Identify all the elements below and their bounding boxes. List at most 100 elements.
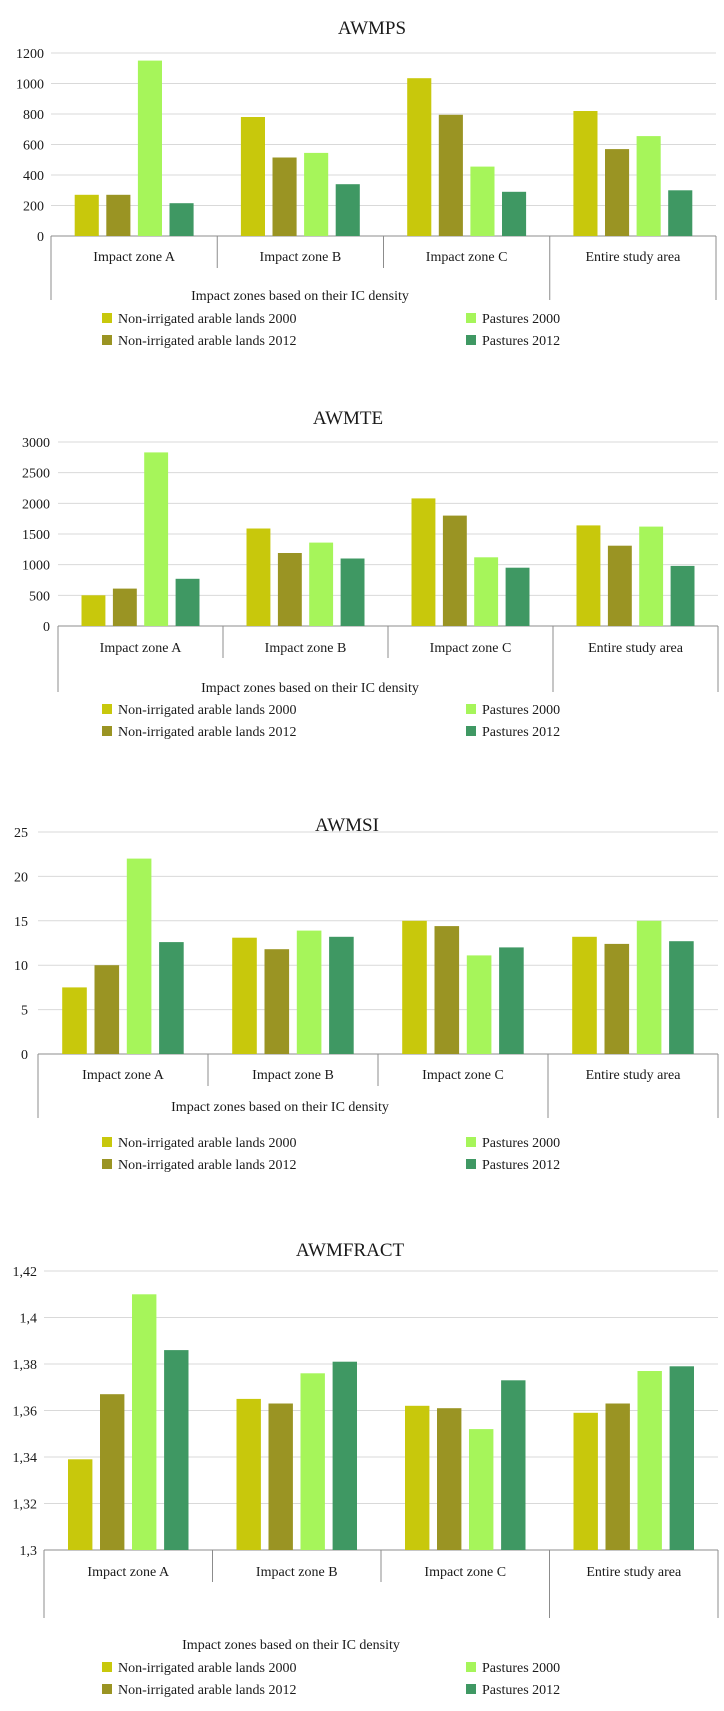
x-tick-label: Impact zone C xyxy=(426,250,508,265)
bar xyxy=(159,942,184,1054)
y-tick-label: 500 xyxy=(29,589,50,604)
x-tick-label: Impact zone B xyxy=(265,641,347,656)
y-tick-label: 400 xyxy=(23,169,44,184)
bar xyxy=(573,111,598,236)
bar xyxy=(670,565,695,626)
bar xyxy=(264,949,290,1054)
bar xyxy=(74,194,99,236)
awmsi-chart: AWMSI Impact zones based on their IC den… xyxy=(14,815,719,1173)
x-tick-label: Impact zone C xyxy=(422,1068,504,1083)
legend-swatch xyxy=(102,704,112,714)
legend-label: Pastures 2000 xyxy=(482,703,560,718)
bar xyxy=(169,203,194,236)
x-tick-label: Impact zone C xyxy=(430,641,512,656)
legend-swatch xyxy=(102,1684,112,1694)
x-axis-label: Impact zones based on their IC density xyxy=(201,681,419,696)
legend-label: Pastures 2012 xyxy=(482,1158,560,1173)
x-tick-label: Entire study area xyxy=(585,250,681,265)
bar xyxy=(236,1398,261,1550)
y-tick-label: 20 xyxy=(14,870,28,885)
bar xyxy=(240,117,265,236)
legend-label: Non-irrigated arable lands 2000 xyxy=(118,312,296,327)
y-tick-label: 1,32 xyxy=(13,1498,38,1513)
y-tick-label: 1500 xyxy=(22,528,50,543)
bar xyxy=(637,1371,662,1550)
bar xyxy=(607,545,632,626)
bar xyxy=(411,498,436,626)
bar xyxy=(636,136,661,236)
y-tick-label: 1,34 xyxy=(13,1451,38,1466)
bar xyxy=(668,190,693,237)
bar xyxy=(605,1403,630,1550)
bar xyxy=(304,152,329,236)
y-tick-label: 1,3 xyxy=(20,1544,38,1559)
bar xyxy=(470,166,495,236)
legend-swatch xyxy=(466,335,476,345)
y-tick-label: 2500 xyxy=(22,467,50,482)
bar xyxy=(164,1350,189,1550)
y-tick-label: 1,38 xyxy=(13,1358,38,1373)
bar xyxy=(94,965,120,1054)
legend-label: Non-irrigated arable lands 2012 xyxy=(118,1683,296,1698)
y-tick-label: 200 xyxy=(23,200,44,215)
legend-swatch xyxy=(466,726,476,736)
legend-label: Pastures 2000 xyxy=(482,312,560,327)
bar xyxy=(144,452,169,626)
bar xyxy=(499,947,524,1054)
legend-label: Non-irrigated arable lands 2000 xyxy=(118,1661,296,1676)
bar xyxy=(434,926,460,1054)
y-tick-label: 1000 xyxy=(22,559,50,574)
bar xyxy=(62,987,87,1054)
x-tick-label: Impact zone C xyxy=(424,1565,506,1580)
bar xyxy=(232,937,257,1054)
y-tick-label: 1000 xyxy=(16,78,44,93)
chart-title: AWMSI xyxy=(315,815,379,836)
bar xyxy=(636,920,662,1054)
bar xyxy=(501,1380,526,1550)
bar xyxy=(175,578,200,626)
y-tick-label: 0 xyxy=(37,230,44,245)
bar xyxy=(639,526,664,626)
bar xyxy=(329,936,354,1054)
bar xyxy=(335,184,360,236)
legend-label: Non-irrigated arable lands 2012 xyxy=(118,334,296,349)
x-tick-label: Impact zone B xyxy=(260,250,342,265)
bar xyxy=(466,955,492,1054)
y-tick-label: 10 xyxy=(14,959,28,974)
bar xyxy=(572,936,597,1054)
bar xyxy=(605,149,630,236)
bar xyxy=(332,1361,357,1550)
bar xyxy=(106,194,131,236)
y-tick-label: 2000 xyxy=(22,497,50,512)
bar xyxy=(132,1294,157,1550)
x-axis-label: Impact zones based on their IC density xyxy=(182,1638,400,1653)
legend-swatch xyxy=(466,1684,476,1694)
y-tick-label: 0 xyxy=(21,1048,28,1063)
bar xyxy=(246,528,271,626)
y-tick-label: 1,36 xyxy=(13,1405,38,1420)
x-tick-label: Impact zone A xyxy=(87,1565,170,1580)
bar xyxy=(405,1405,430,1550)
legend-label: Pastures 2000 xyxy=(482,1136,560,1151)
bar xyxy=(340,558,365,626)
x-axis-label: Impact zones based on their IC density xyxy=(191,289,409,304)
bar xyxy=(669,941,694,1054)
y-tick-label: 800 xyxy=(23,108,44,123)
bar xyxy=(502,191,527,236)
bar xyxy=(438,114,463,236)
bar xyxy=(277,553,302,626)
legend-label: Pastures 2012 xyxy=(482,1683,560,1698)
chart-title: AWMFRACT xyxy=(296,1240,405,1261)
x-tick-label: Entire study area xyxy=(588,641,684,656)
x-tick-label: Impact zone A xyxy=(82,1068,165,1083)
legend-label: Non-irrigated arable lands 2012 xyxy=(118,725,296,740)
awmfract-chart: AWMFRACT Impact zones based on their IC … xyxy=(13,1240,719,1698)
bar xyxy=(309,542,334,626)
legend-swatch xyxy=(466,1662,476,1672)
legend-label: Non-irrigated arable lands 2000 xyxy=(118,703,296,718)
chart-title: AWMTE xyxy=(313,408,383,429)
y-tick-label: 1,42 xyxy=(13,1265,38,1280)
bar xyxy=(296,930,322,1054)
legend-label: Pastures 2000 xyxy=(482,1661,560,1676)
legend-label: Non-irrigated arable lands 2000 xyxy=(118,1136,296,1151)
